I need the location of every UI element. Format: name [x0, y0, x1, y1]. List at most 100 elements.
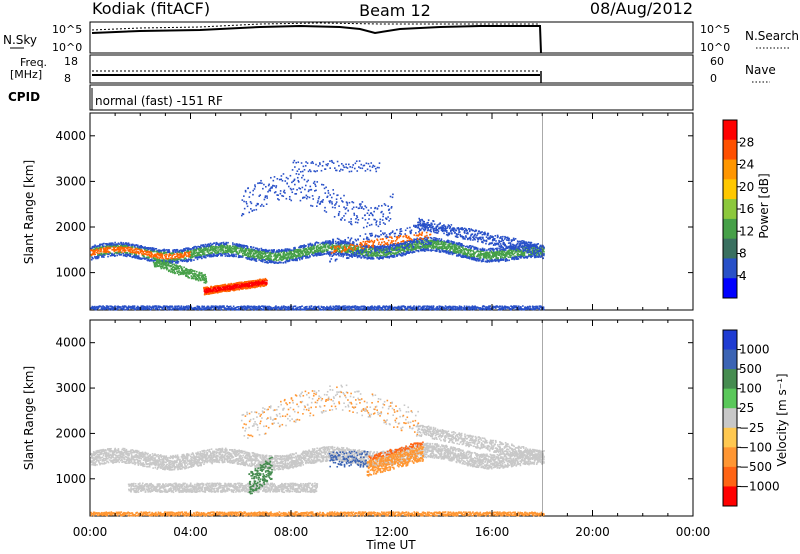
power-band-mark [290, 257, 292, 260]
power-band-mark [444, 243, 447, 246]
power-band-mark [384, 249, 387, 251]
power-band-mark [299, 249, 302, 251]
power-band-mark [348, 253, 351, 256]
power-band-mark [161, 254, 163, 256]
power-band-mark [181, 252, 183, 255]
power-band-mark [304, 251, 306, 254]
power-band-mark [90, 258, 93, 261]
power-band-mark [481, 260, 483, 263]
power-band-mark [264, 248, 267, 251]
power-band-mark [153, 250, 156, 252]
power-band-mark [192, 252, 195, 254]
power-band-mark [119, 253, 121, 256]
power-band-mark [416, 237, 418, 240]
power-band-mark [152, 247, 155, 250]
power-band-mark [92, 253, 94, 256]
power-band-mark [230, 251, 233, 254]
power-descend-mark [177, 265, 180, 268]
power-band-mark [266, 251, 269, 253]
power-band-mark [185, 257, 187, 260]
power-band-mark [256, 251, 259, 253]
power-band-mark [506, 255, 508, 257]
power-band-mark [402, 242, 405, 245]
power-band-mark [283, 249, 285, 251]
power-band-mark [188, 258, 190, 261]
power-band-mark [115, 243, 118, 246]
power-band-mark [222, 252, 224, 254]
power-band-mark [332, 252, 335, 255]
power-band-mark [394, 244, 397, 247]
power-band-mark [229, 249, 231, 252]
power-band-mark [248, 258, 251, 260]
power-band-mark [244, 249, 246, 252]
power-band-mark [309, 255, 311, 258]
power-band-mark [324, 245, 326, 248]
power-band-mark [238, 254, 240, 257]
power-band-mark [356, 256, 359, 259]
power-band-mark [242, 254, 244, 257]
power-band-mark [367, 257, 370, 259]
power-band-mark [175, 259, 177, 261]
power-band-mark [190, 254, 193, 257]
power-band-mark [325, 240, 327, 242]
power-band-mark [243, 252, 246, 254]
power-band-mark [146, 259, 149, 262]
power-band-mark [377, 247, 380, 249]
power-band-mark [96, 245, 98, 248]
power-band-mark [365, 249, 368, 251]
power-band-mark [201, 249, 204, 251]
power-band-mark [342, 254, 345, 256]
power-band-mark [456, 244, 458, 247]
power-band-mark [400, 255, 403, 257]
nsky-tick-bottom: 10^0 [52, 41, 82, 54]
power-band-mark [267, 249, 269, 252]
power-band-mark [212, 245, 215, 248]
power-band-mark [349, 251, 352, 254]
power-band-mark [295, 255, 298, 258]
power-band-mark [196, 252, 199, 255]
power-band-mark [239, 248, 242, 251]
power-band-mark [296, 251, 298, 254]
power-band-mark [265, 250, 267, 253]
power-band-mark [316, 250, 318, 253]
power-band-mark [305, 257, 307, 259]
power-band-mark [430, 247, 433, 249]
power-band-mark [208, 255, 211, 258]
power-band-mark [206, 248, 209, 250]
power-band-mark [101, 246, 104, 249]
power-band-mark [280, 251, 283, 254]
power-band-mark [172, 260, 174, 263]
power-band-mark [175, 248, 178, 251]
power-band-mark [248, 251, 251, 253]
power-band-mark [144, 246, 146, 248]
power-band-mark [136, 245, 139, 248]
power-band-mark [216, 255, 219, 257]
power-band-mark [301, 256, 304, 258]
power-band-mark [381, 248, 384, 250]
power-peak-mark [213, 289, 215, 291]
power-band-mark [273, 250, 275, 252]
power-band-mark [133, 251, 135, 254]
power-band-mark [296, 258, 298, 260]
power-band-mark [348, 244, 351, 247]
power-band-mark [386, 250, 389, 252]
power-band-mark [194, 249, 197, 251]
power-band-mark [427, 247, 429, 250]
power-band-mark [346, 251, 349, 254]
power-band-mark [237, 253, 239, 256]
power-band-mark [94, 250, 96, 252]
power-band-mark [146, 257, 148, 260]
power-band-mark [249, 253, 252, 256]
power-band-mark [489, 253, 491, 256]
power-band-mark [342, 247, 344, 249]
power-band-mark [307, 256, 310, 259]
power-band-mark [90, 249, 92, 251]
power-band-mark [403, 249, 405, 252]
power-band-mark [312, 248, 314, 250]
power-band-mark [155, 254, 158, 257]
power-band-mark [272, 252, 274, 255]
power-band-mark [277, 259, 280, 261]
power-peak-mark [265, 278, 268, 281]
power-band-mark [182, 255, 184, 258]
power-peak-mark [204, 293, 206, 296]
